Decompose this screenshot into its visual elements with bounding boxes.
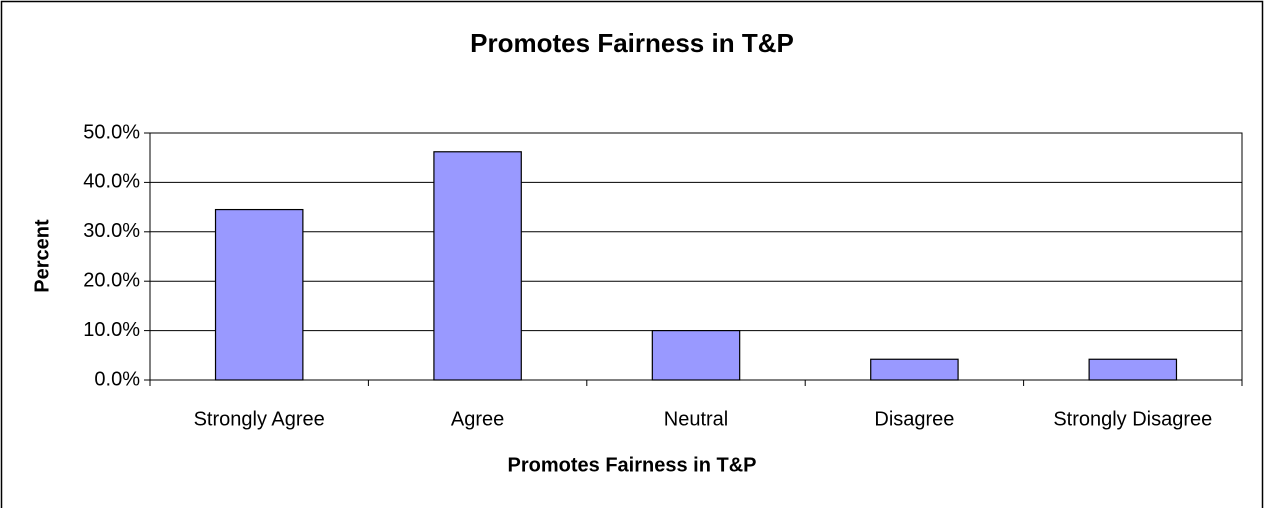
x-tick-label: Strongly Disagree	[1053, 408, 1212, 430]
x-tick-label: Disagree	[874, 408, 954, 430]
bar	[433, 151, 522, 381]
y-tick-label: 40.0%	[83, 171, 140, 193]
x-tick-label: Agree	[451, 408, 504, 430]
chart-title: Promotes Fairness in T&P	[470, 28, 794, 58]
y-tick-label: 0.0%	[94, 368, 140, 390]
y-axis-label: Percent	[31, 219, 53, 293]
x-tick-label: Strongly Agree	[194, 408, 325, 430]
y-tick-label: 10.0%	[83, 319, 140, 341]
y-tick-label: 50.0%	[83, 121, 140, 143]
bar	[651, 330, 741, 381]
y-tick-label: 20.0%	[83, 269, 140, 291]
x-axis-label: Promotes Fairness in T&P	[508, 454, 757, 476]
bar	[1088, 358, 1178, 381]
y-tick-label: 30.0%	[83, 220, 140, 242]
bar	[870, 358, 959, 381]
bar	[214, 208, 304, 381]
x-tick-label: Neutral	[664, 408, 728, 430]
